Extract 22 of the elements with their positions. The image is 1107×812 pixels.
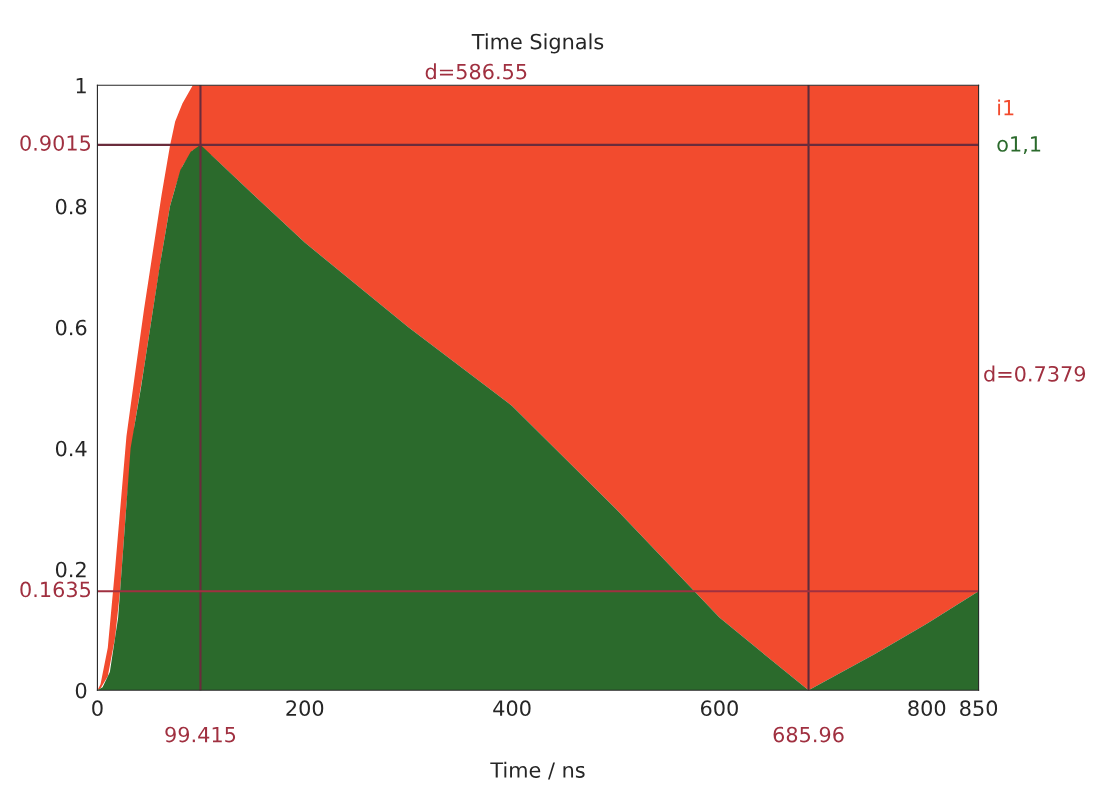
text: o1,1 xyxy=(997,136,1041,154)
y-tick-label: 0.6 xyxy=(55,319,87,336)
ref-line-label: 99.415 xyxy=(165,726,236,743)
y-tick-label: 0.2 xyxy=(55,561,86,578)
x-axis-title: Time / ns xyxy=(490,761,585,780)
ref-line-label: 0.9015 xyxy=(20,135,91,151)
y-tick-label: 1 xyxy=(76,77,86,94)
ref-line-label: 685.96 xyxy=(773,726,844,743)
y-tick-label: 0 xyxy=(75,682,87,699)
x-tick-label: 400 xyxy=(493,700,531,717)
x-tick-label: 800 xyxy=(908,700,946,717)
y-tick-label: 0.8 xyxy=(55,198,87,215)
series-label: i1 xyxy=(998,99,1014,116)
x-tick-label: 600 xyxy=(700,700,738,717)
y-tick-label: 0.4 xyxy=(55,440,87,457)
x-tick-label: 200 xyxy=(286,700,324,717)
ref-line-label: 0.1635 xyxy=(20,581,91,598)
text: d=586.55 xyxy=(425,63,527,80)
chart-title: Time Signals xyxy=(471,33,604,54)
x-tick-label: 0 xyxy=(92,700,103,717)
x-tick-label: 850 xyxy=(960,700,998,717)
text: d=0.7379 xyxy=(984,365,1086,382)
